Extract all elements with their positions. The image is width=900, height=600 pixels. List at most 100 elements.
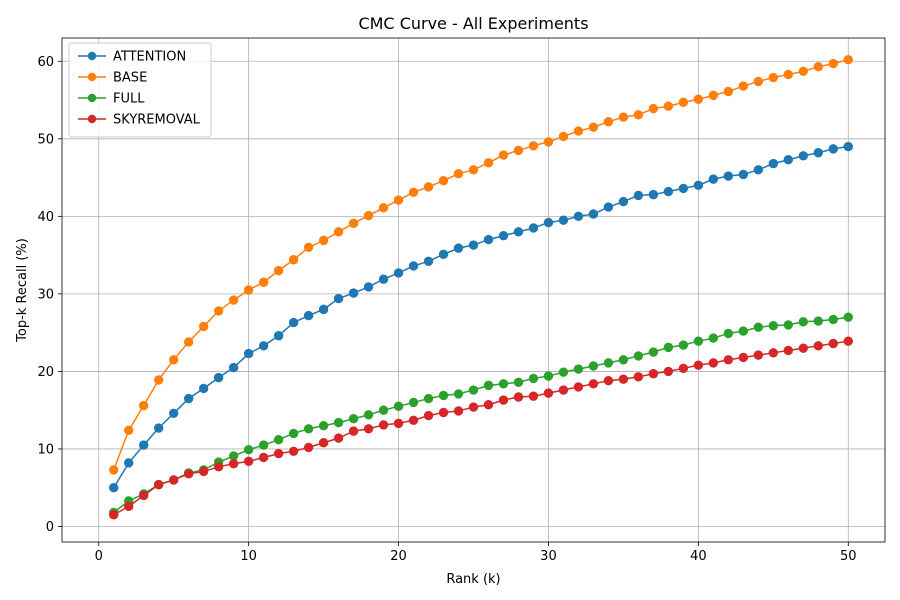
- data-point: [783, 69, 794, 80]
- data-point: [453, 243, 464, 253]
- data-point: [243, 285, 254, 295]
- plot-frame: [61, 37, 886, 543]
- legend-label: SKYREMOVAL: [113, 113, 201, 128]
- data-point: [693, 336, 704, 346]
- data-point: [663, 342, 674, 353]
- data-point: [124, 458, 134, 468]
- data-point: [558, 385, 569, 395]
- data-point: [288, 428, 299, 439]
- data-point: [468, 165, 479, 175]
- data-point: [243, 348, 254, 359]
- data-point: [423, 256, 434, 267]
- data-point: [318, 438, 329, 448]
- data-point: [633, 372, 644, 382]
- y-tick-label: 50: [37, 132, 54, 147]
- y-tick-label: 0: [46, 520, 54, 535]
- data-point: [393, 401, 404, 412]
- data-point: [513, 377, 524, 387]
- data-point: [678, 183, 689, 194]
- data-point: [768, 158, 779, 169]
- legend-item-full: FULL: [78, 92, 145, 107]
- data-point: [198, 466, 209, 477]
- data-point: [603, 358, 614, 368]
- y-tick-label: 10: [37, 442, 54, 457]
- data-point: [408, 415, 419, 425]
- data-point: [228, 295, 239, 305]
- data-point: [528, 141, 539, 151]
- series-base: [109, 55, 853, 475]
- data-point: [798, 66, 808, 77]
- data-point: [333, 227, 344, 237]
- y-tick-label: 30: [37, 287, 54, 302]
- data-point: [708, 358, 719, 368]
- data-point: [139, 400, 149, 411]
- data-point: [273, 331, 284, 341]
- data-point: [363, 410, 374, 420]
- data-point: [453, 406, 464, 416]
- data-point: [738, 81, 749, 91]
- data-point: [348, 426, 359, 436]
- data-point: [558, 131, 569, 142]
- data-point: [813, 316, 823, 326]
- data-point: [528, 373, 539, 384]
- data-point: [753, 76, 764, 87]
- y-axis-title: Top-k Recall (%): [15, 238, 30, 343]
- data-point: [258, 341, 269, 351]
- data-point: [528, 223, 539, 233]
- data-point: [168, 408, 179, 418]
- data-point: [753, 322, 764, 332]
- data-point: [528, 391, 539, 401]
- data-point: [124, 501, 134, 512]
- data-point: [573, 382, 584, 392]
- data-point: [588, 209, 599, 219]
- data-point: [753, 350, 764, 360]
- data-point: [408, 397, 419, 408]
- data-point: [603, 202, 614, 212]
- data-point: [573, 126, 584, 136]
- data-point: [139, 440, 149, 450]
- legend-marker: [87, 51, 97, 61]
- data-point: [228, 362, 239, 373]
- data-point: [213, 306, 224, 316]
- legend-marker: [87, 93, 97, 103]
- data-point: [423, 410, 434, 421]
- data-point: [498, 150, 509, 160]
- data-point: [723, 171, 734, 181]
- data-point: [618, 112, 629, 122]
- series-line: [113, 316, 849, 514]
- data-point: [333, 433, 344, 443]
- x-tick-label: 10: [240, 549, 257, 564]
- data-point: [798, 151, 808, 161]
- data-point: [348, 288, 359, 298]
- legend-item-base: BASE: [78, 71, 147, 86]
- x-tick-label: 20: [390, 549, 407, 564]
- data-point: [468, 385, 479, 395]
- data-point: [693, 180, 704, 191]
- data-point: [288, 446, 299, 456]
- data-point: [303, 424, 314, 434]
- data-point: [213, 462, 224, 472]
- data-point: [318, 420, 329, 431]
- data-point: [213, 372, 224, 383]
- data-point: [273, 265, 284, 276]
- data-point: [124, 425, 134, 436]
- data-point: [723, 328, 734, 339]
- data-point: [708, 333, 719, 343]
- data-point: [393, 268, 404, 278]
- data-point: [678, 340, 689, 350]
- data-point: [588, 361, 599, 371]
- data-point: [303, 310, 314, 321]
- data-point: [738, 169, 749, 180]
- data-point: [573, 364, 584, 374]
- data-point: [633, 351, 644, 361]
- legend-label: BASE: [113, 71, 147, 86]
- data-point: [243, 445, 254, 455]
- data-point: [843, 312, 853, 322]
- data-point: [453, 389, 464, 399]
- data-point: [363, 210, 374, 221]
- data-point: [378, 405, 389, 415]
- data-point: [153, 375, 164, 385]
- legend-item-attention: ATTENTION: [78, 50, 186, 65]
- y-tick-label: 60: [37, 55, 54, 70]
